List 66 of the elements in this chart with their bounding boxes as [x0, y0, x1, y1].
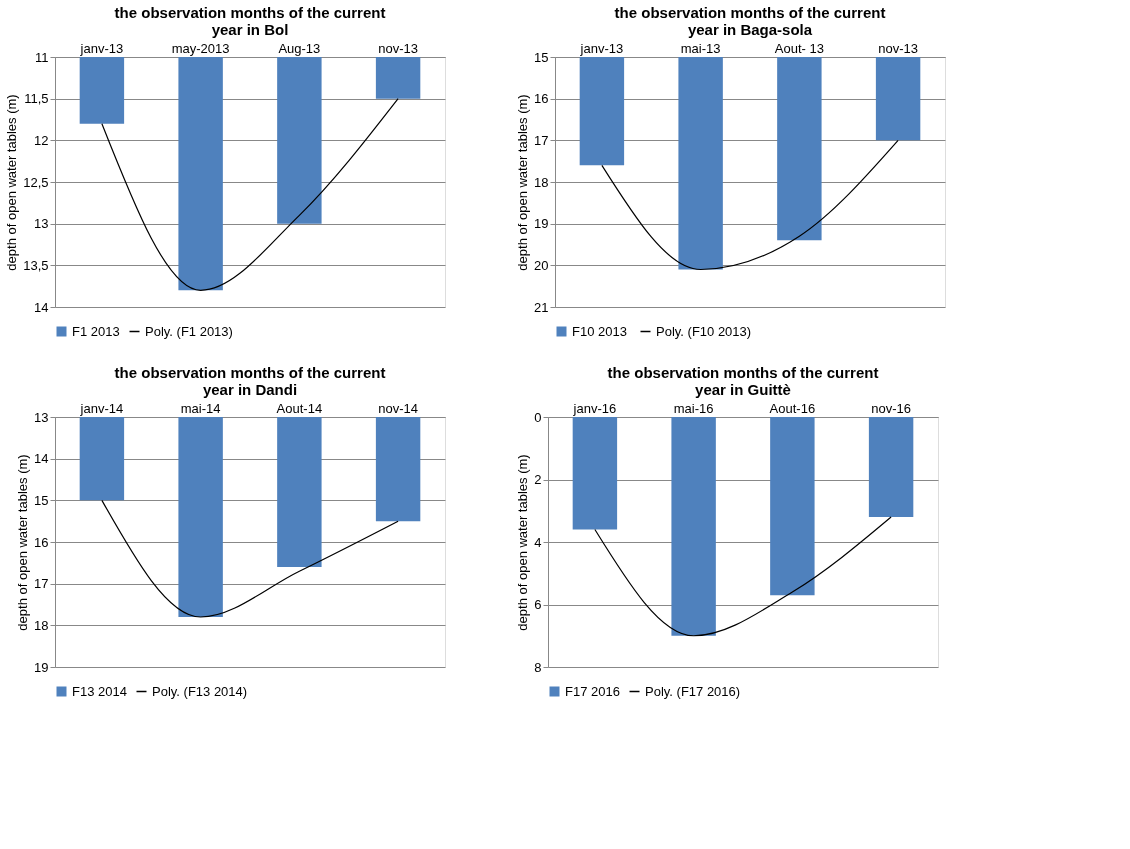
y-axis-title: depth of open water tables (m): [515, 94, 531, 271]
y-tick-label: 17: [534, 132, 549, 148]
y-tick-label: 13,5: [23, 257, 49, 273]
y-tick-label: 16: [34, 534, 49, 550]
x-tick-label: janv-14: [79, 400, 124, 416]
legend-label: Poly. (F13 2014): [152, 683, 248, 699]
y-tick-label: 12,5: [23, 174, 49, 190]
y-axis-title: depth of open water tables (m): [515, 454, 531, 631]
line-series: [101, 499, 399, 618]
y-tick-label: 4: [534, 534, 542, 550]
chart-title: the observation months of the current year in Dandi: [114, 364, 386, 398]
x-tick-label: mai-14: [180, 400, 221, 416]
legend-label: Poly. (F10 2013): [656, 323, 752, 339]
x-tick-label: Aout-14: [276, 400, 323, 416]
y-tick-label: 14: [34, 299, 49, 315]
x-tick-label: may-2013: [171, 40, 230, 56]
legend-label: F10 2013: [572, 323, 627, 339]
legend-label: Poly. (F1 2013): [145, 323, 233, 339]
chart-title: the observation months of the current year in Baga-sola: [614, 4, 886, 38]
y-tick-label: 15: [534, 49, 549, 65]
x-tick-label: nov-14: [378, 400, 418, 416]
x-tick-label: Aout- 13: [774, 40, 824, 56]
bar: [671, 417, 716, 636]
line-series: [101, 98, 399, 291]
y-tick-label: 16: [534, 91, 549, 107]
y-tick-label: 19: [534, 216, 549, 232]
y-tick-label: 11,5: [24, 91, 49, 107]
bar: [572, 417, 618, 530]
y-tick-label: 17: [34, 576, 49, 592]
x-tick-label: janv-16: [572, 400, 617, 416]
chart-title: the observation months of the current year in Guittè: [607, 364, 879, 398]
y-tick-label: 18: [34, 617, 49, 633]
chart-title: the observation months of the current year in Bol: [114, 4, 386, 38]
y-tick-label: 2: [534, 472, 542, 487]
x-tick-label: Aug-13: [278, 40, 321, 56]
legend-label: F17 2016: [565, 683, 620, 699]
y-tick-label: 13: [34, 409, 49, 425]
legend-label: F13 2014: [72, 683, 127, 699]
y-tick-label: 11: [35, 49, 49, 65]
x-tick-label: Aout-16: [769, 400, 816, 416]
y-axis-title: depth of open water tables (m): [4, 94, 20, 271]
y-tick-label: 0: [534, 409, 542, 425]
bar: [770, 417, 815, 596]
y-tick-label: 12: [34, 132, 49, 148]
line-series: [594, 516, 892, 637]
x-tick-label: nov-13: [378, 40, 418, 56]
legend-label: Poly. (F17 2016): [645, 683, 741, 699]
y-tick-label: 14: [34, 451, 49, 467]
legend-label: F1 2013: [72, 323, 120, 339]
y-tick-label: 21: [534, 299, 549, 315]
x-tick-label: janv-13: [579, 40, 624, 56]
y-axis-title: depth of open water tables (m): [15, 454, 31, 631]
y-tick-label: 18: [534, 174, 549, 190]
y-tick-label: 15: [34, 492, 49, 508]
x-tick-label: janv-13: [79, 40, 124, 56]
bar: [868, 417, 914, 517]
x-tick-label: nov-13: [878, 40, 918, 56]
x-tick-label: mai-16: [673, 400, 714, 416]
y-tick-label: 13: [34, 216, 49, 232]
y-tick-label: 6: [534, 597, 542, 612]
y-tick-label: 8: [534, 659, 542, 675]
x-tick-label: mai-13: [680, 40, 721, 56]
line-series: [601, 139, 899, 271]
y-tick-label: 19: [34, 659, 49, 675]
x-tick-label: nov-16: [871, 400, 911, 416]
y-tick-label: 20: [534, 257, 549, 273]
